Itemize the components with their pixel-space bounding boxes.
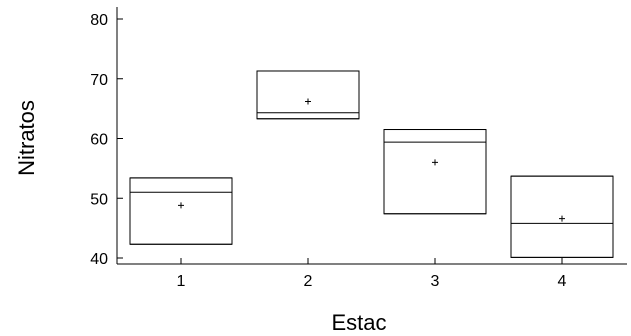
box-rect — [383, 129, 487, 215]
box-rect — [129, 177, 233, 245]
y-tick-label: 70 — [90, 72, 108, 89]
y-tick-label: 60 — [90, 132, 108, 149]
y-tick-label: 50 — [90, 191, 108, 208]
x-tick-label: 4 — [558, 273, 567, 290]
mean-marker — [305, 98, 311, 105]
box-rect — [510, 175, 614, 258]
x-tick-label: 2 — [304, 273, 313, 290]
mean-marker — [559, 215, 565, 222]
mean-marker — [178, 202, 184, 209]
x-tick-label: 3 — [431, 273, 440, 290]
box-4 — [510, 175, 614, 258]
box-3 — [383, 129, 487, 215]
box-2 — [256, 70, 360, 120]
box-rect — [256, 70, 360, 120]
y-tick-label: 80 — [90, 12, 108, 29]
box-1 — [129, 177, 233, 245]
y-axis: 40 50 60 70 80 — [90, 7, 123, 268]
y-tick-label: 40 — [90, 251, 108, 268]
y-axis-title: Nitratos — [14, 100, 39, 176]
x-tick-label: 1 — [177, 273, 186, 290]
x-axis-title: Estac — [331, 310, 386, 335]
boxes — [129, 70, 614, 258]
x-axis: 1 2 3 4 — [117, 258, 627, 290]
mean-marker — [432, 159, 438, 166]
